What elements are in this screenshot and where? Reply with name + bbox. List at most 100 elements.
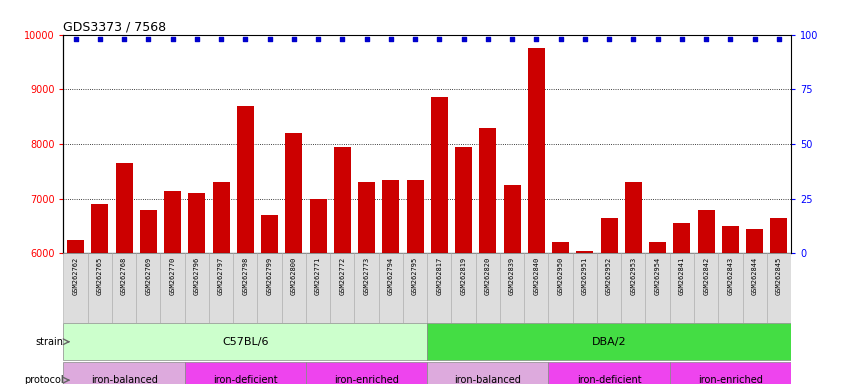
Bar <box>282 253 306 323</box>
Bar <box>431 98 448 253</box>
Bar <box>237 106 254 253</box>
Point <box>675 36 689 42</box>
Text: GSM262841: GSM262841 <box>678 257 685 295</box>
Text: protocol: protocol <box>24 375 63 384</box>
Bar <box>116 163 133 253</box>
Text: GSM262796: GSM262796 <box>194 257 200 295</box>
Text: GSM262798: GSM262798 <box>242 257 249 295</box>
Text: GSM262772: GSM262772 <box>339 257 345 295</box>
Text: iron-enriched: iron-enriched <box>334 375 399 384</box>
Text: GSM262768: GSM262768 <box>121 257 127 295</box>
Bar <box>528 48 545 253</box>
Bar <box>189 193 206 253</box>
Bar <box>306 362 427 384</box>
Text: GSM262950: GSM262950 <box>558 257 563 295</box>
Text: strain: strain <box>36 337 63 347</box>
Text: GSM262797: GSM262797 <box>218 257 224 295</box>
Point <box>723 36 737 42</box>
Bar <box>670 362 791 384</box>
Bar <box>548 253 573 323</box>
Point <box>93 36 107 42</box>
Point <box>360 36 373 42</box>
Bar <box>670 253 694 323</box>
Bar <box>140 210 157 253</box>
Text: iron-balanced: iron-balanced <box>91 375 157 384</box>
Text: GSM262765: GSM262765 <box>96 257 103 295</box>
Text: GSM262817: GSM262817 <box>437 257 442 295</box>
Point <box>239 36 252 42</box>
Bar <box>334 147 351 253</box>
Text: GSM262771: GSM262771 <box>315 257 321 295</box>
Point <box>700 36 713 42</box>
Bar <box>480 127 497 253</box>
Text: iron-deficient: iron-deficient <box>577 375 641 384</box>
Bar <box>164 190 181 253</box>
Bar <box>63 362 184 384</box>
Text: GSM262769: GSM262769 <box>146 257 151 295</box>
Point <box>166 36 179 42</box>
Text: GSM262844: GSM262844 <box>751 257 758 295</box>
Text: iron-balanced: iron-balanced <box>454 375 521 384</box>
Bar <box>548 362 670 384</box>
Bar <box>63 323 427 360</box>
Text: GSM262800: GSM262800 <box>291 257 297 295</box>
Bar <box>766 253 791 323</box>
Bar <box>403 253 427 323</box>
Point <box>214 36 228 42</box>
Bar <box>306 253 330 323</box>
Point <box>409 36 422 42</box>
Bar <box>136 253 161 323</box>
Bar <box>379 253 403 323</box>
Bar <box>407 180 424 253</box>
Bar <box>88 253 112 323</box>
Point <box>530 36 543 42</box>
Bar <box>621 253 645 323</box>
Text: GSM262845: GSM262845 <box>776 257 782 295</box>
Text: GSM262951: GSM262951 <box>582 257 588 295</box>
Bar <box>625 182 642 253</box>
Bar <box>597 253 621 323</box>
Bar <box>212 182 229 253</box>
Bar <box>503 185 520 253</box>
Text: DBA/2: DBA/2 <box>592 337 626 347</box>
Bar <box>673 223 690 253</box>
Bar <box>112 253 136 323</box>
Text: GSM262953: GSM262953 <box>630 257 636 295</box>
Bar <box>257 253 282 323</box>
Bar <box>694 253 718 323</box>
Point <box>287 36 300 42</box>
Text: GSM262770: GSM262770 <box>169 257 176 295</box>
Point <box>651 36 664 42</box>
Text: GSM262952: GSM262952 <box>606 257 613 295</box>
Text: GSM262840: GSM262840 <box>533 257 540 295</box>
Text: GSM262762: GSM262762 <box>73 257 79 295</box>
Bar <box>576 251 593 253</box>
Point <box>772 36 786 42</box>
Bar <box>310 199 327 253</box>
Text: GSM262773: GSM262773 <box>364 257 370 295</box>
Text: GSM262794: GSM262794 <box>387 257 394 295</box>
Point <box>554 36 568 42</box>
Bar <box>382 180 399 253</box>
Bar <box>455 147 472 253</box>
Bar <box>427 323 791 360</box>
Bar <box>184 362 306 384</box>
Bar <box>645 253 670 323</box>
Point <box>578 36 591 42</box>
Text: GSM262954: GSM262954 <box>655 257 661 295</box>
Text: iron-enriched: iron-enriched <box>698 375 763 384</box>
Point <box>311 36 325 42</box>
Point <box>627 36 640 42</box>
Text: GSM262839: GSM262839 <box>509 257 515 295</box>
Point <box>336 36 349 42</box>
Text: GDS3373 / 7568: GDS3373 / 7568 <box>63 20 167 33</box>
Text: GSM262799: GSM262799 <box>266 257 272 295</box>
Text: GSM262795: GSM262795 <box>412 257 418 295</box>
Bar <box>91 204 108 253</box>
Text: GSM262820: GSM262820 <box>485 257 491 295</box>
Bar <box>573 253 597 323</box>
Bar <box>649 243 666 253</box>
Bar <box>743 253 766 323</box>
Bar <box>209 253 233 323</box>
Bar <box>698 210 715 253</box>
